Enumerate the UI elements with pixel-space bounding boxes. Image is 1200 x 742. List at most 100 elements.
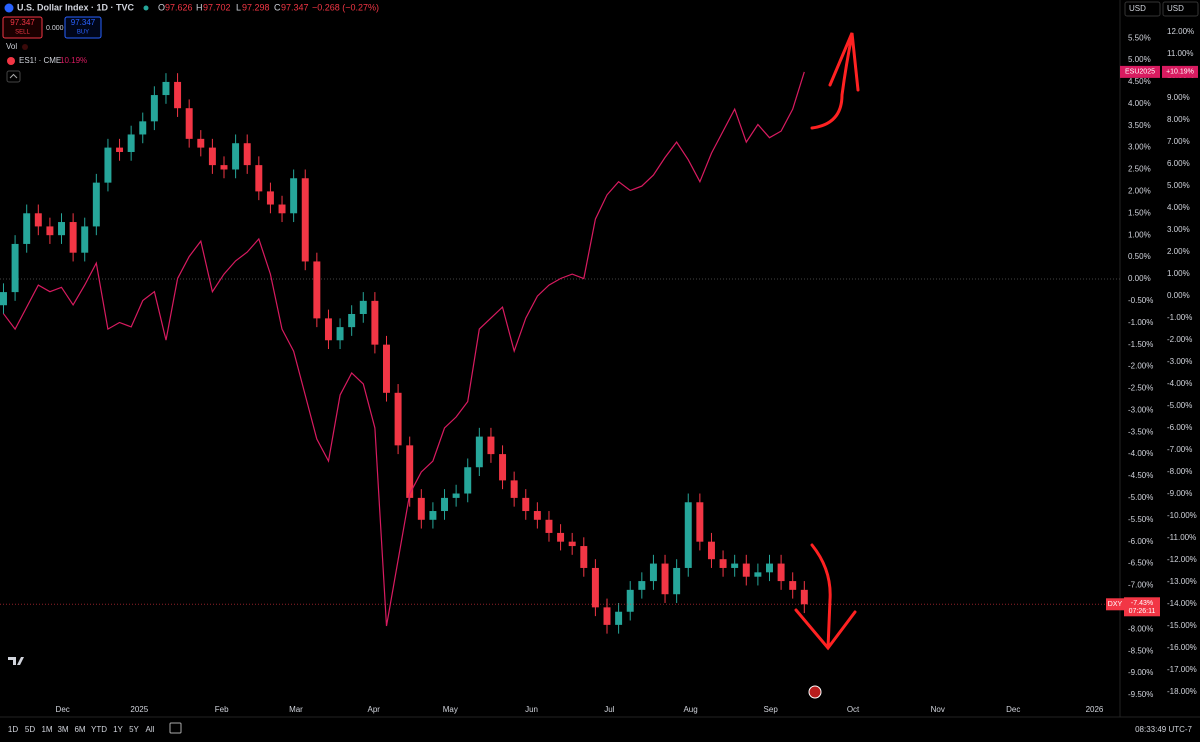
range-button[interactable]: 1M — [41, 725, 52, 734]
candle-body — [46, 226, 54, 236]
y2-tick-label: -15.00% — [1167, 621, 1197, 630]
candle-body — [777, 563, 785, 582]
series-tag: ESU2025 — [1125, 69, 1155, 76]
y-tick-label: -6.00% — [1128, 537, 1153, 546]
symbol-icon — [4, 3, 14, 13]
x-tick-label: Mar — [289, 705, 303, 714]
candle-body — [58, 222, 65, 236]
y-tick-label: 3.50% — [1128, 121, 1151, 130]
y2-tick-label: 8.00% — [1167, 115, 1190, 124]
y-tick-label: -7.00% — [1128, 581, 1153, 590]
legend-name[interactable]: ES1! · CME — [19, 56, 61, 65]
candle-body — [464, 467, 472, 494]
candle-body — [429, 511, 437, 520]
y-tick-label: 2.00% — [1128, 187, 1151, 196]
range-button[interactable]: All — [146, 725, 155, 734]
sell-button[interactable] — [2, 16, 43, 39]
y2-tick-label: -4.00% — [1167, 379, 1192, 388]
candle-body — [684, 502, 692, 568]
x-tick-label: Nov — [931, 705, 945, 714]
tradingview-logo[interactable] — [8, 657, 24, 665]
range-button[interactable]: 3M — [57, 725, 68, 734]
y-tick-label: 4.00% — [1128, 99, 1151, 108]
last-value-box — [1162, 65, 1198, 78]
y-tick-label: -1.00% — [1128, 318, 1153, 327]
y-tick-label: -2.00% — [1128, 362, 1153, 371]
y-tick-label: -6.50% — [1128, 559, 1153, 568]
candle-body — [116, 147, 124, 152]
y-tick-label: -8.00% — [1128, 624, 1153, 633]
buy-button[interactable] — [64, 16, 102, 39]
candle-body — [557, 532, 565, 542]
candle-body — [591, 567, 599, 608]
y-tick-label: -8.50% — [1128, 646, 1153, 655]
x-tick-label: Jun — [525, 705, 538, 714]
y-tick-label: 2.50% — [1128, 165, 1151, 174]
legend-value: 10.19% — [60, 56, 87, 65]
y-tick-label: 4.50% — [1128, 77, 1151, 86]
candle-body — [255, 165, 263, 192]
y2-tick-label: 4.00% — [1167, 203, 1190, 212]
currency-selector[interactable] — [1162, 1, 1199, 17]
y2-tick-label: 12.00% — [1167, 27, 1194, 36]
volume-label[interactable]: Vol — [6, 42, 17, 51]
y-tick-label: 1.00% — [1128, 230, 1151, 239]
currency-selector[interactable] — [1124, 1, 1161, 17]
date-range-icon[interactable] — [169, 722, 182, 734]
range-button[interactable]: 5Y — [129, 725, 139, 734]
candle-body — [603, 607, 611, 625]
candle-body — [696, 502, 704, 542]
y2-tick-label: -14.00% — [1167, 599, 1197, 608]
collapse-icon — [9, 73, 18, 79]
candle-body — [742, 563, 750, 577]
toolbar: 1D 5D 1M 3M 6M YTD 1Y 5Y All — [8, 725, 155, 734]
ohlc-label: C — [274, 2, 281, 12]
range-button[interactable]: 6M — [74, 725, 85, 734]
currency-label: USD — [1129, 4, 1146, 13]
range-button[interactable]: YTD — [91, 725, 107, 734]
candle-body — [0, 292, 7, 306]
y2-tick-label: -6.00% — [1167, 423, 1192, 432]
x-tick-label: 2025 — [130, 705, 148, 714]
y-tick-label: -5.00% — [1128, 493, 1153, 502]
y-tick-label: 5.50% — [1128, 33, 1151, 42]
candle-body — [92, 182, 100, 227]
candle-body — [127, 134, 135, 152]
x-tick-label: Sep — [764, 705, 779, 714]
candle-body — [324, 318, 332, 341]
candle-body — [150, 95, 158, 122]
tag-box — [1106, 598, 1124, 611]
y2-tick-label: -11.00% — [1167, 533, 1196, 542]
plot-area — [0, 71, 1120, 634]
event-flag[interactable] — [808, 685, 822, 699]
candle-body — [661, 563, 669, 595]
symbol-title[interactable]: U.S. Dollar Index · 1D · TVC — [17, 2, 135, 12]
candle-body — [545, 519, 553, 533]
candle-body — [707, 541, 715, 560]
candle-body — [800, 589, 808, 605]
volume-icon — [22, 44, 28, 50]
collapse-button[interactable] — [6, 70, 21, 83]
y-tick-label: 5.00% — [1128, 55, 1151, 64]
y2-tick-label: 2.00% — [1167, 247, 1190, 256]
candle-body — [174, 81, 182, 109]
candle-body — [11, 243, 19, 293]
range-button[interactable]: 1D — [8, 725, 18, 734]
y-tick-label: 1.50% — [1128, 208, 1151, 217]
candle-body — [162, 81, 170, 96]
range-button[interactable]: 1Y — [113, 725, 123, 734]
y2-tick-label: -9.00% — [1167, 489, 1192, 498]
ohlc-value: 97.347 — [281, 2, 309, 12]
x-tick-label: 2026 — [1086, 705, 1104, 714]
candle-body — [487, 436, 495, 455]
range-button[interactable]: 5D — [25, 725, 35, 734]
y-tick-label: 0.00% — [1128, 274, 1151, 283]
y2-tick-label: 3.00% — [1167, 225, 1190, 234]
y2-tick-label: -12.00% — [1167, 555, 1197, 564]
candle-body — [104, 147, 112, 183]
ohlc-value: 97.702 — [203, 2, 231, 12]
candle-body — [232, 143, 240, 170]
buy-label: BUY — [77, 30, 89, 36]
y-tick-label: -9.50% — [1128, 690, 1153, 699]
y-tick-label: -1.50% — [1128, 340, 1153, 349]
